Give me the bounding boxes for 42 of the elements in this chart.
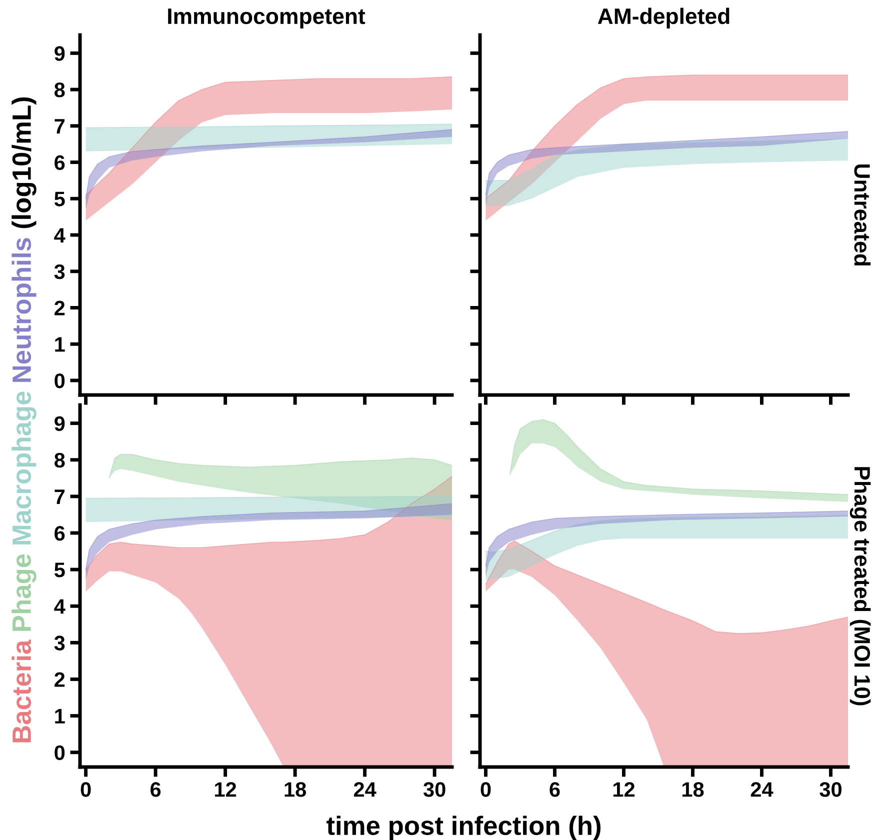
x-tick-label: 24 [750,782,774,797]
y-tick-label: 7 [54,119,64,134]
text: Macrophage [12,392,36,544]
x-tick-label: 6 [550,782,560,797]
y-tick-label: 1 [55,709,65,724]
y-tick-label: 2 [54,672,65,687]
y-tick-label: 5 [54,562,65,578]
x-tick-label: 18 [284,782,306,797]
x-tick-label: 12 [613,782,635,797]
y-tick-label: 6 [54,526,65,541]
y-tick-label: 3 [54,636,65,650]
y-tick-label: 0 [54,373,65,388]
y-tick-label: 0 [54,745,65,760]
x-tick-label: 12 [215,782,236,797]
chart-title: AM-depleted [598,8,730,28]
y-tick-label: 7 [54,490,64,504]
y-tick-label: 4 [54,228,66,243]
text: Phage treated (MOI 10) [850,467,871,706]
y-tick-label: 8 [54,82,65,98]
x-axis-title: time post infection (h) [326,816,600,840]
y-axis-title: (log10/mL) [12,97,36,228]
text: Untreated [854,164,871,266]
text: Neutrophils [12,238,36,382]
y-tick-label: 9 [54,46,65,61]
x-tick-label: 0 [480,782,491,797]
y-tick-label: 2 [54,300,65,316]
x-tick-label: 24 [354,782,376,797]
y-tick-label: 1 [55,337,65,352]
x-tick-label: 0 [80,782,91,797]
text: Bacteria [12,640,32,742]
chart-title: Immunocompetent [168,8,366,28]
y-tick-label: 5 [54,192,65,206]
x-tick-label: 18 [682,782,704,797]
y-tick-label: 6 [54,155,65,170]
text: Phage [12,554,36,631]
y-tick-label: 4 [54,599,66,614]
y-tick-label: 3 [54,264,65,280]
y-tick-label: 9 [54,416,65,432]
y-tick-label: 8 [54,452,65,468]
x-tick-label: 6 [150,782,161,797]
x-tick-label: 30 [820,782,842,797]
x-tick-label: 30 [423,782,446,797]
